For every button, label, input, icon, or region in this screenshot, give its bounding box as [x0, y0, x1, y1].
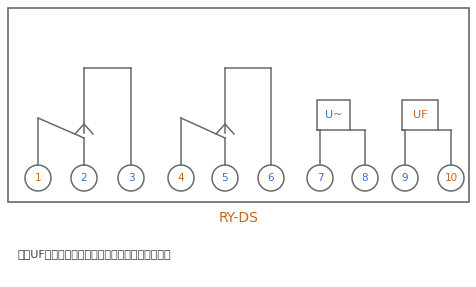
Bar [8, 8, 468, 202]
Text: 1: 1 [35, 173, 41, 183]
Text: U~: U~ [324, 110, 341, 120]
Text: 注：UF为继电器辅助电源，使用时必需长期带电。: 注：UF为继电器辅助电源，使用时必需长期带电。 [18, 249, 171, 259]
Text: RY-DS: RY-DS [218, 211, 258, 225]
Text: 8: 8 [361, 173, 367, 183]
Text: 9: 9 [401, 173, 407, 183]
Text: 4: 4 [178, 173, 184, 183]
Bar [317, 100, 349, 130]
Text: 6: 6 [267, 173, 274, 183]
Text: 10: 10 [444, 173, 456, 183]
Text: 3: 3 [128, 173, 134, 183]
Text: 5: 5 [221, 173, 228, 183]
Text: UF: UF [412, 110, 426, 120]
Text: 2: 2 [80, 173, 87, 183]
Bar [401, 100, 437, 130]
Text: 7: 7 [316, 173, 323, 183]
